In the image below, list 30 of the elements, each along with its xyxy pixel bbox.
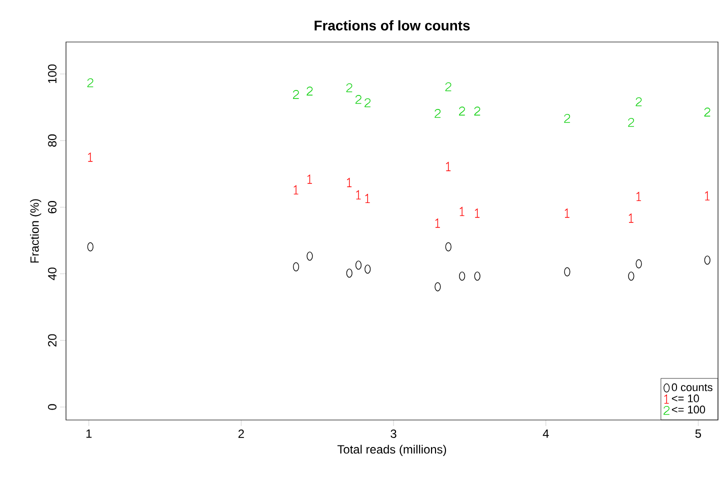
legend-label: <= 100 xyxy=(672,406,706,414)
legend-label: <= 10 xyxy=(672,394,699,402)
x-tick-label: 1 xyxy=(86,430,92,438)
x-tick-label: 4 xyxy=(542,430,549,438)
chart-title: Fractions of low counts xyxy=(314,20,470,30)
point xyxy=(474,106,480,116)
y-tick-label: 20 xyxy=(48,334,56,346)
y-tick-label: 0 xyxy=(48,404,56,410)
point xyxy=(292,262,300,272)
point xyxy=(564,114,570,123)
y-tick-label: 100 xyxy=(48,64,56,84)
point xyxy=(306,86,313,96)
point xyxy=(434,109,441,118)
x-axis-title: Total reads (millions) xyxy=(337,444,446,456)
point xyxy=(459,106,466,116)
y-axis-title: Fraction (%) xyxy=(30,199,42,263)
point xyxy=(87,78,94,88)
point xyxy=(628,118,634,127)
y-tick-label: 80 xyxy=(48,134,56,147)
point xyxy=(355,260,362,270)
y-tick-label: 40 xyxy=(48,268,56,280)
point xyxy=(292,90,300,99)
legend-label: 0 counts xyxy=(672,383,712,392)
x-tick-label: 3 xyxy=(390,430,396,438)
y-tick-label: 60 xyxy=(48,200,56,214)
point xyxy=(445,82,452,92)
point xyxy=(355,95,362,104)
x-tick-label: 2 xyxy=(238,430,244,438)
x-tick-label: 5 xyxy=(695,430,702,438)
point xyxy=(704,108,710,116)
